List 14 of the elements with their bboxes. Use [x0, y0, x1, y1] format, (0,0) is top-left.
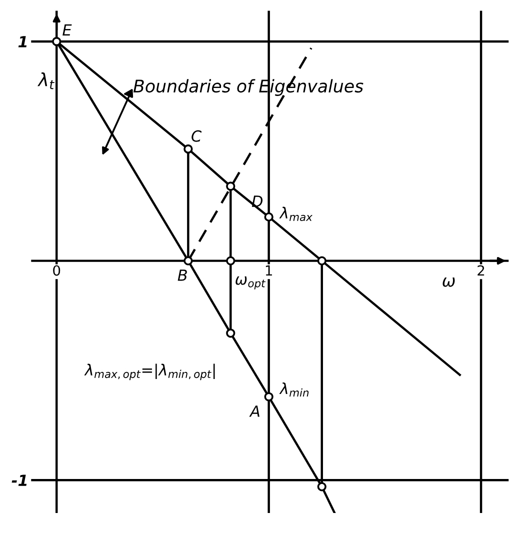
y-tick-label: -1 — [12, 474, 27, 486]
x-tick-label: 0 — [53, 265, 60, 276]
annotation: A — [249, 406, 260, 417]
annotation: C — [192, 130, 202, 142]
x-axis-title: ω — [442, 278, 455, 287]
annotation: λ$_{min}$ — [279, 382, 309, 397]
y-axis-title: λ$_{t}$ — [38, 72, 55, 90]
x-tick-label: 2 — [478, 265, 484, 276]
annotation: λ$_{max,opt}$=|λ$_{min,opt}$| — [84, 364, 215, 380]
annotation: B — [178, 270, 187, 281]
annotation: λ$_{max}$ — [279, 206, 313, 222]
annotation: E — [62, 24, 72, 36]
x-tick-label: 1 — [266, 265, 272, 276]
annotation: ω$_{opt}$ — [236, 276, 266, 290]
